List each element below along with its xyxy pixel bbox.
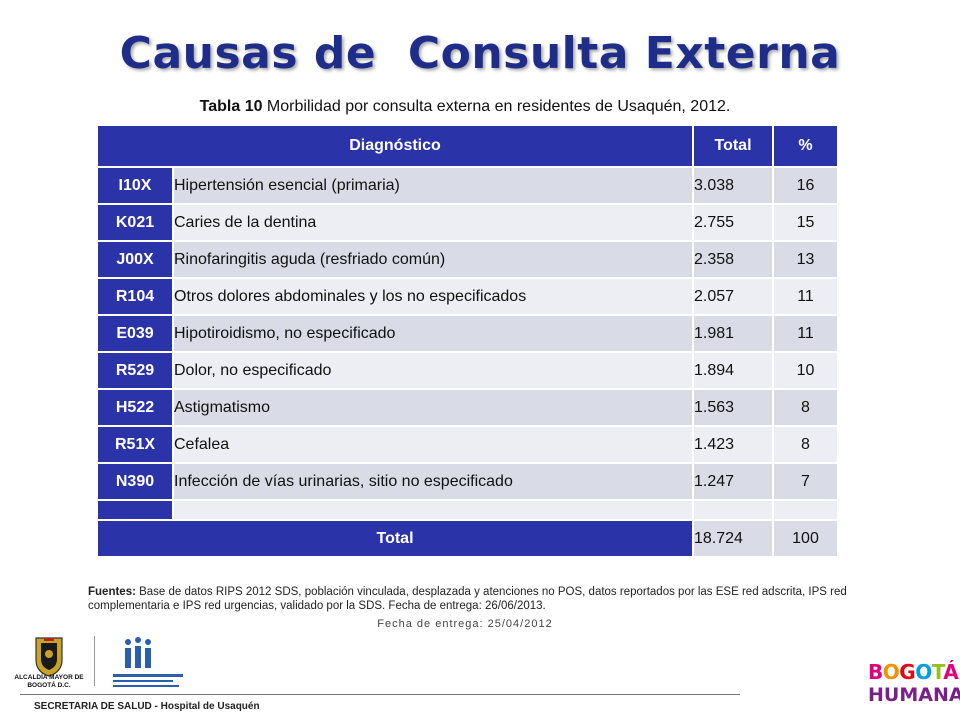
empty-cell — [96, 499, 174, 521]
row-percent: 10 — [772, 351, 839, 390]
bogota-logo-letter: O — [882, 660, 900, 684]
header-percent: % — [772, 124, 839, 168]
total-row: Total 18.724 100 — [96, 519, 839, 558]
row-total: 1.247 — [692, 462, 774, 501]
table-row: K021 Caries de la dentina 2.755 15 — [96, 203, 839, 242]
diagnosis-description: Hipertensión esencial (primaria) — [172, 166, 694, 205]
total-label: Total — [96, 519, 694, 558]
table-row: N390 Infección de vías urinarias, sitio n… — [96, 462, 839, 501]
bogota-logo-bottom: HUMANA — [868, 684, 960, 706]
grand-percent: 100 — [772, 519, 839, 558]
footer-divider — [20, 694, 740, 695]
diagnosis-code: J00X — [96, 240, 174, 279]
header-total: Total — [692, 124, 774, 168]
delivery-date: Fecha de entrega: 25/04/2012 — [377, 618, 553, 630]
diagnosis-code: R529 — [96, 351, 174, 390]
diagnosis-description: Astigmatismo — [172, 388, 694, 427]
alcaldia-shield-logo — [35, 637, 63, 677]
bogota-logo-letter: T — [931, 660, 944, 684]
alcaldia-logo-text: ALCALDÍA MAYOR DE BOGOTÁ D.C. — [14, 674, 84, 689]
row-percent: 11 — [772, 314, 839, 353]
row-total: 2.057 — [692, 277, 774, 316]
diagnosis-code: H522 — [96, 388, 174, 427]
empty-cell — [772, 499, 839, 521]
bogota-logo-word: BOGOTÁ — [868, 660, 959, 684]
empty-cell — [172, 499, 694, 521]
logo-separator — [94, 636, 95, 686]
table-caption: Tabla 10 Morbilidad por consulta externa… — [0, 98, 930, 116]
bogota-logo-letter: G — [899, 660, 916, 684]
empty-row — [96, 499, 839, 521]
diagnosis-description: Otros dolores abdominales y los no espec… — [172, 277, 694, 316]
sources-label: Fuentes: — [88, 586, 136, 598]
caption-label: Tabla 10 — [199, 98, 263, 115]
row-total: 2.755 — [692, 203, 774, 242]
table-row: H522 Astigmatismo 1.563 8 — [96, 388, 839, 427]
table-row: I10X Hipertensión esencial (primaria) 3.03… — [96, 166, 839, 205]
diagnosis-description: Dolor, no especificado — [172, 351, 694, 390]
row-total: 1.894 — [692, 351, 774, 390]
row-percent: 8 — [772, 425, 839, 464]
caption-text: Morbilidad por consulta externa en resid… — [262, 98, 731, 115]
row-percent: 11 — [772, 277, 839, 316]
morbidity-table: Diagnóstico Total % I10X Hipertensión ese… — [96, 124, 839, 558]
table-row: R104 Otros dolores abdominales y los no e… — [96, 277, 839, 316]
row-percent: 7 — [772, 462, 839, 501]
bogota-logo-letter: O — [915, 660, 932, 684]
table-row: E039 Hipotiroidismo, no especificado 1.981… — [96, 314, 839, 353]
footer-text: SECRETARIA DE SALUD - Hospital de Usaqué… — [34, 701, 260, 712]
row-total: 3.038 — [692, 166, 774, 205]
grand-total: 18.724 — [692, 519, 774, 558]
diagnosis-description: Cefalea — [172, 425, 694, 464]
bogota-logo-letter: Á — [943, 660, 959, 684]
row-percent: 15 — [772, 203, 839, 242]
header-diagnostico: Diagnóstico — [96, 124, 694, 168]
row-total: 1.981 — [692, 314, 774, 353]
bogota-logo-top: BOGOTÁ — [868, 660, 959, 684]
diagnosis-code: R51X — [96, 425, 174, 464]
sources-text: Base de datos RIPS 2012 SDS, población v… — [88, 586, 847, 612]
diagnosis-code: E039 — [96, 314, 174, 353]
diagnosis-description: Caries de la dentina — [172, 203, 694, 242]
page-title: Causas de Consulta Externa — [119, 28, 841, 79]
hospital-usaquen-logo — [113, 637, 183, 687]
table-row: R529 Dolor, no especificado 1.894 10 — [96, 351, 839, 390]
diagnosis-description: Rinofaringitis aguda (resfriado común) — [172, 240, 694, 279]
row-percent: 13 — [772, 240, 839, 279]
diagnosis-code: R104 — [96, 277, 174, 316]
diagnosis-code: I10X — [96, 166, 174, 205]
diagnosis-code: N390 — [96, 462, 174, 501]
row-total: 1.563 — [692, 388, 774, 427]
row-total: 2.358 — [692, 240, 774, 279]
row-total: 1.423 — [692, 425, 774, 464]
table-row: J00X Rinofaringitis aguda (resfriado comú… — [96, 240, 839, 279]
bogota-logo-letter: B — [868, 660, 883, 684]
diagnosis-description: Infección de vías urinarias, sitio no es… — [172, 462, 694, 501]
empty-cell — [692, 499, 774, 521]
diagnosis-code: K021 — [96, 203, 174, 242]
row-percent: 16 — [772, 166, 839, 205]
row-percent: 8 — [772, 388, 839, 427]
diagnosis-description: Hipotiroidismo, no especificado — [172, 314, 694, 353]
bogota-humana-logo: BOGOTÁ HUMANA — [868, 660, 960, 706]
table-row: R51X Cefalea 1.423 8 — [96, 425, 839, 464]
table-header-row: Diagnóstico Total % — [96, 124, 839, 168]
sources-note: Fuentes: Base de datos RIPS 2012 SDS, po… — [88, 585, 858, 613]
